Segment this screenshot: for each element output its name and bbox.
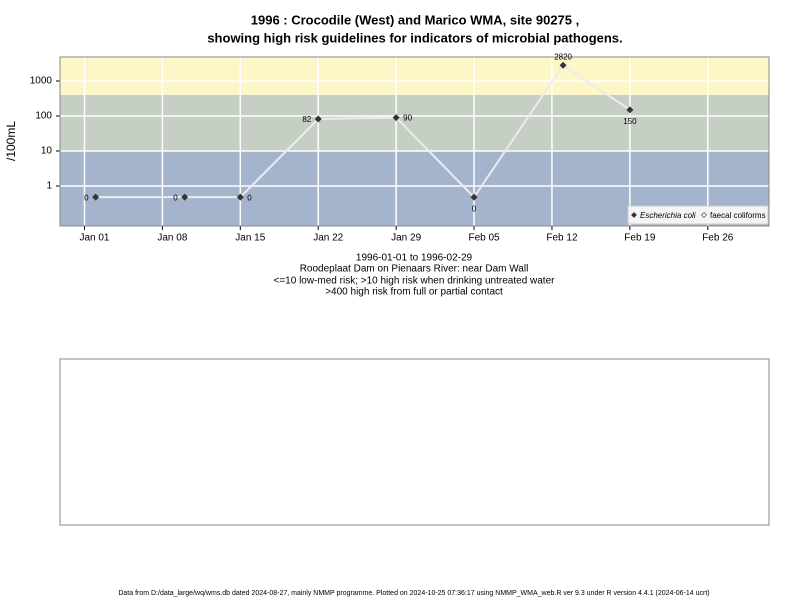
footer: Data from D:/data_large/wq/wms.db dated … — [118, 590, 709, 597]
note: 1996-01-01 to 1996-02-29 — [356, 253, 473, 264]
data-label: 0 — [247, 193, 252, 202]
x-tick-label: Jan 15 — [235, 233, 265, 244]
x-tick-label: Jan 22 — [313, 233, 343, 244]
note: <=10 low-med risk; >10 high risk when dr… — [274, 276, 556, 287]
data-point — [626, 106, 634, 114]
plot-frame — [59, 56, 770, 227]
data-label: 2820 — [554, 52, 572, 61]
y-axis-label: /100mL — [4, 121, 18, 161]
y-tick-label: 10 — [41, 146, 53, 157]
legend-box — [627, 205, 769, 225]
x-tick-label: Feb 26 — [702, 233, 734, 244]
y-tick-label: 1000 — [30, 76, 53, 87]
legend-label: Escherichia coli — [640, 211, 696, 220]
note: Roodeplaat Dam on Pienaars River: near D… — [300, 264, 529, 275]
empty-panel — [59, 358, 770, 526]
legend-label: faecal coliforms — [710, 211, 766, 220]
data-point — [181, 193, 189, 201]
x-tick-label: Jan 01 — [79, 233, 109, 244]
data-point — [392, 114, 400, 122]
data-label: 150 — [623, 117, 637, 126]
data-point — [236, 193, 244, 201]
x-tick-label: Feb 12 — [546, 233, 578, 244]
x-tick-label: Jan 08 — [157, 233, 187, 244]
legend-marker — [631, 212, 637, 218]
data-label: 90 — [403, 114, 412, 123]
risk-band — [60, 57, 769, 95]
y-tick-label: 100 — [35, 111, 52, 122]
note: >400 high risk from full or partial cont… — [325, 287, 503, 298]
x-tick-label: Feb 19 — [624, 233, 656, 244]
series-line — [95, 63, 631, 199]
data-label: 0 — [84, 193, 89, 202]
data-point — [314, 115, 322, 123]
y-tick-label: 1 — [46, 181, 52, 192]
data-label: 0 — [173, 193, 178, 202]
data-point — [92, 193, 100, 201]
x-tick-label: Feb 05 — [468, 233, 500, 244]
chart-title: 1996 : Crocodile (West) and Marico WMA, … — [251, 12, 579, 27]
data-label: 82 — [302, 115, 311, 124]
chart-subtitle: showing high risk guidelines for indicat… — [207, 30, 622, 45]
data-point — [559, 61, 567, 69]
data-point — [470, 193, 478, 201]
risk-band — [60, 94, 769, 152]
data-label: 0 — [472, 204, 477, 213]
legend-marker — [701, 212, 707, 218]
x-tick-label: Jan 29 — [391, 233, 421, 244]
